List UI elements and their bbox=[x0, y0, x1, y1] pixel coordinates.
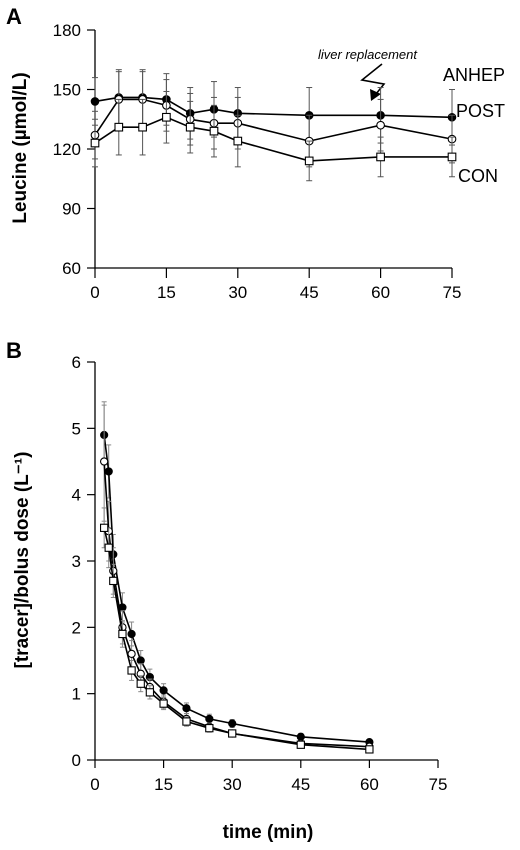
y-tick-label: 150 bbox=[53, 81, 81, 100]
x-tick-label: 75 bbox=[443, 283, 462, 302]
data-point bbox=[136, 679, 145, 688]
y-tick-label: 3 bbox=[72, 552, 81, 571]
x-tick-label: 30 bbox=[223, 775, 242, 794]
data-point bbox=[99, 523, 109, 532]
data-point bbox=[228, 719, 237, 728]
data-point bbox=[182, 704, 191, 713]
data-point bbox=[138, 122, 147, 132]
data-point bbox=[182, 717, 191, 726]
data-point bbox=[104, 543, 113, 552]
x-tick-label: 15 bbox=[154, 775, 173, 794]
x-tick-label: 60 bbox=[371, 283, 390, 302]
series-1 bbox=[99, 401, 374, 751]
data-point bbox=[127, 666, 136, 675]
data-point bbox=[114, 122, 124, 132]
x-tick-label: 60 bbox=[360, 775, 379, 794]
data-point bbox=[365, 745, 374, 754]
y-axis-label-a: Leucine (µmol/L) bbox=[10, 72, 31, 223]
x-axis-label-b: time (min) bbox=[223, 822, 314, 843]
data-point bbox=[159, 699, 168, 708]
y-tick-label: 6 bbox=[72, 353, 81, 372]
series-con: CON bbox=[90, 90, 498, 186]
panel-label-a: A bbox=[6, 4, 22, 29]
data-point bbox=[127, 629, 136, 639]
data-point bbox=[228, 729, 237, 738]
x-tick-label: 15 bbox=[157, 283, 176, 302]
series-line bbox=[103, 434, 370, 743]
series-label-con: CON bbox=[458, 166, 498, 186]
series-post: POST bbox=[90, 71, 505, 168]
x-tick-label: 45 bbox=[291, 775, 310, 794]
x-tick-label: 30 bbox=[228, 283, 247, 302]
data-point bbox=[127, 649, 136, 659]
data-point bbox=[209, 126, 219, 136]
x-tick-label: 0 bbox=[90, 283, 99, 302]
x-tick-label: 75 bbox=[429, 775, 448, 794]
series-line bbox=[103, 461, 370, 748]
data-point bbox=[90, 97, 100, 106]
y-tick-label: 2 bbox=[72, 618, 81, 637]
data-point bbox=[118, 629, 127, 639]
panel-label-b: B bbox=[6, 338, 22, 363]
annotation-liver-replacement: liver replacement bbox=[318, 47, 418, 62]
y-tick-label: 180 bbox=[53, 21, 81, 40]
panel-b: B [tracer]/bolus dose (L⁻¹) time (min) 0… bbox=[6, 338, 447, 843]
data-point bbox=[185, 122, 195, 132]
y-tick-label: 0 bbox=[72, 751, 81, 770]
annotation-arrow bbox=[360, 63, 386, 95]
annotation-arrowhead bbox=[370, 89, 381, 101]
y-tick-label: 60 bbox=[62, 259, 81, 278]
data-point bbox=[145, 688, 155, 697]
series-line bbox=[94, 98, 453, 142]
data-point bbox=[233, 136, 243, 146]
data-point bbox=[99, 457, 109, 466]
series-line bbox=[103, 527, 370, 751]
data-point bbox=[205, 714, 214, 723]
y-axis-label-b: [tracer]/bolus dose (L⁻¹) bbox=[12, 452, 33, 669]
data-point bbox=[296, 740, 305, 749]
data-point bbox=[90, 138, 100, 148]
series-label-post: POST bbox=[456, 101, 505, 121]
data-point bbox=[304, 156, 314, 166]
panel-a: A Leucine (µmol/L) liver replacement 60 9… bbox=[6, 4, 505, 302]
y-tick-label: 120 bbox=[53, 140, 81, 159]
plot-area-a: 60 90 120 150 180 0 15 30 45 60 75 ANHEP POST CON bbox=[53, 21, 505, 302]
series-line bbox=[94, 96, 453, 119]
series-label-anhep: ANHEP bbox=[443, 65, 505, 85]
series-2 bbox=[99, 507, 374, 754]
series-anhep: ANHEP bbox=[90, 65, 505, 146]
data-point bbox=[162, 112, 171, 122]
x-tick-label: 0 bbox=[90, 775, 99, 794]
data-point bbox=[136, 656, 145, 665]
data-point bbox=[159, 686, 168, 695]
y-tick-label: 90 bbox=[62, 200, 81, 219]
y-tick-label: 5 bbox=[72, 419, 81, 438]
data-point bbox=[376, 120, 385, 130]
data-point bbox=[109, 576, 118, 586]
x-tick-label: 45 bbox=[300, 283, 319, 302]
series-line bbox=[94, 116, 452, 162]
data-point bbox=[104, 467, 113, 476]
series-0 bbox=[100, 404, 374, 747]
y-tick-label: 1 bbox=[72, 685, 81, 704]
data-point bbox=[447, 152, 457, 162]
data-point bbox=[205, 724, 214, 733]
y-tick-label: 4 bbox=[72, 486, 81, 505]
data-point bbox=[376, 152, 385, 162]
